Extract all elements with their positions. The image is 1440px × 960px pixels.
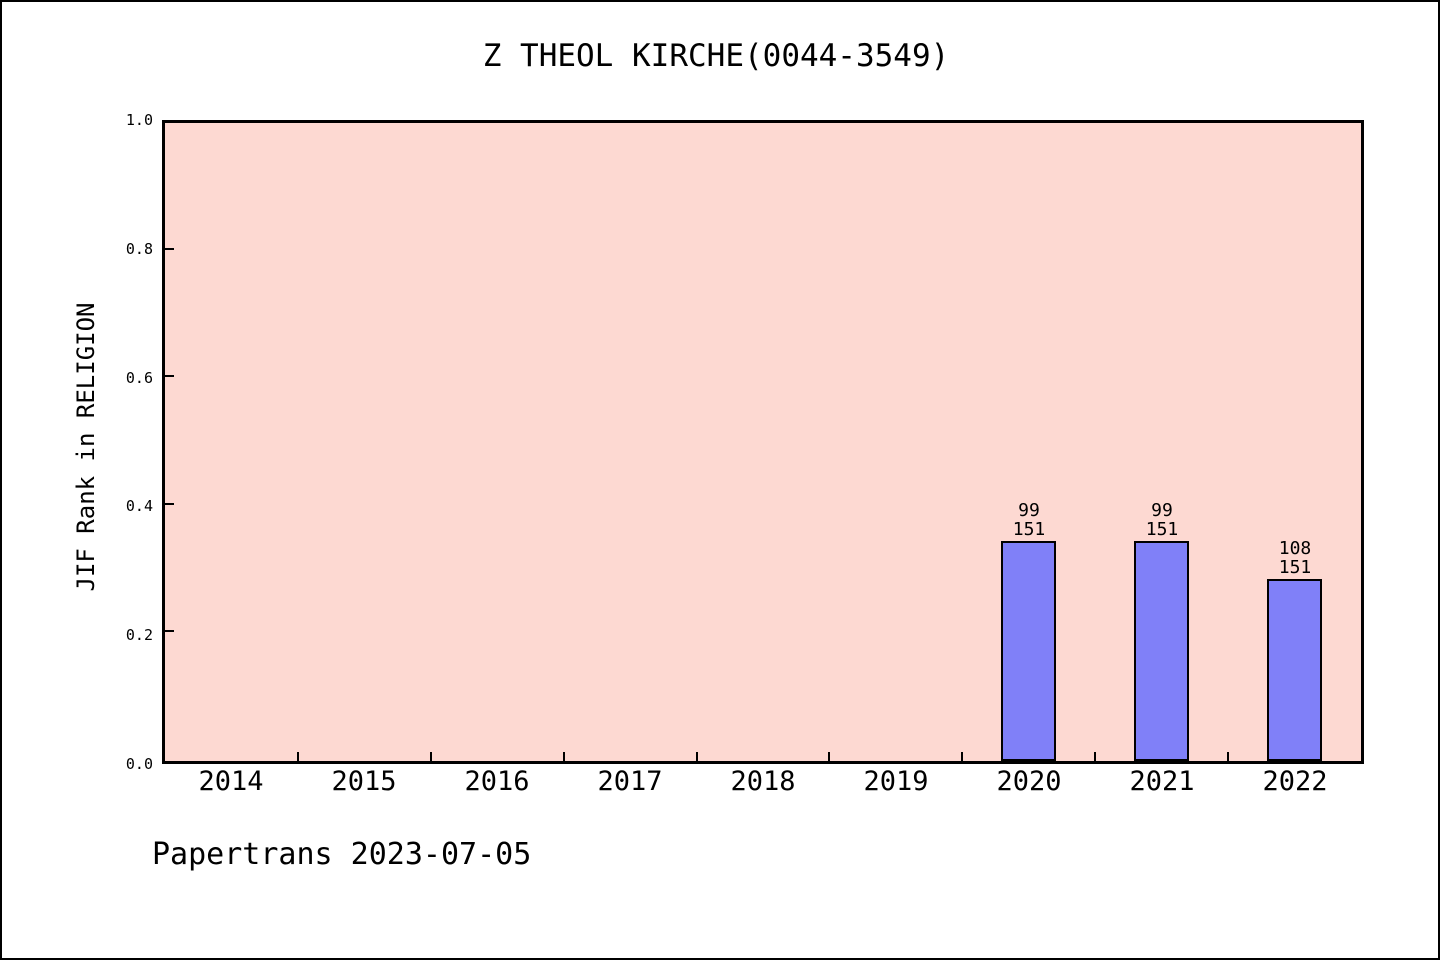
x-tick-label: 2022 <box>1262 766 1328 797</box>
bar-2020 <box>1001 541 1056 761</box>
x-tick-label: 2021 <box>1129 766 1195 797</box>
x-tick-mark <box>563 752 565 761</box>
x-tick-mark <box>961 752 963 761</box>
y-tick-label: 0.2 <box>125 626 153 645</box>
bar-2021 <box>1134 541 1189 761</box>
x-tick-label: 2014 <box>198 766 264 797</box>
x-tick-label: 2017 <box>597 766 663 797</box>
bar-rank-value: 99 <box>1151 500 1173 521</box>
bar-value-label: 108 151 <box>1240 539 1350 577</box>
bar-rank-value: 108 <box>1278 538 1312 559</box>
y-tick-mark <box>165 375 174 377</box>
bar-2022 <box>1267 579 1322 761</box>
footer-watermark: Papertrans 2023-07-05 <box>152 837 532 872</box>
bar-value-label: 99 151 <box>1107 501 1217 539</box>
y-tick-mark <box>165 630 174 632</box>
x-tick-label: 2018 <box>730 766 796 797</box>
x-tick-mark <box>297 752 299 761</box>
x-tick-mark <box>1227 752 1229 761</box>
y-tick-label: 0.0 <box>125 755 153 773</box>
y-tick-label: 0.6 <box>125 368 153 387</box>
bar-total-value: 151 <box>1278 557 1312 578</box>
x-tick-label: 2015 <box>331 766 397 797</box>
y-tick-label: 1.0 <box>125 111 153 129</box>
bar-value-label: 99 151 <box>974 501 1084 539</box>
bar-total-value: 151 <box>1012 519 1046 540</box>
x-tick-label: 2020 <box>996 766 1062 797</box>
x-tick-label: 2016 <box>464 766 530 797</box>
y-tick-mark <box>165 503 174 505</box>
x-tick-mark <box>828 752 830 761</box>
y-tick-label: 0.8 <box>125 239 153 258</box>
y-tick-label: 0.4 <box>125 497 153 516</box>
bar-total-value: 151 <box>1145 519 1179 540</box>
x-tick-mark <box>1094 752 1096 761</box>
chart-title: Z THEOL KIRCHE(0044-3549) <box>482 38 950 74</box>
y-axis-label: JIF Rank in RELIGION <box>72 302 100 592</box>
x-tick-label: 2019 <box>863 766 929 797</box>
plot-area: 99 151 99 151 108 151 <box>162 120 1364 764</box>
bar-rank-value: 99 <box>1018 500 1040 521</box>
y-tick-mark <box>165 248 174 250</box>
x-tick-mark <box>696 752 698 761</box>
x-tick-mark <box>430 752 432 761</box>
